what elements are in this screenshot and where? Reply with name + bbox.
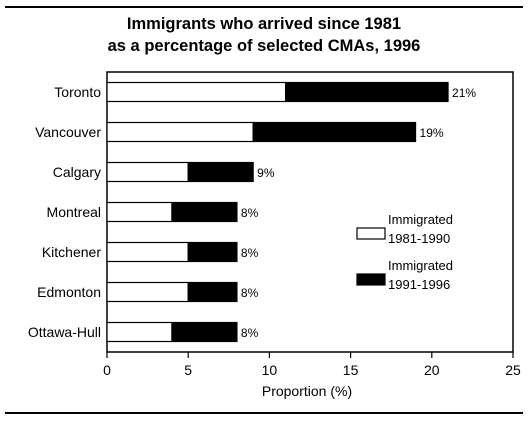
x-tick-label: 0 xyxy=(103,362,111,378)
category-label: Ottawa-Hull xyxy=(28,324,101,340)
x-tick-label: 5 xyxy=(184,362,192,378)
bar-total-label: 8% xyxy=(241,206,259,220)
bar-segment-1981-1990 xyxy=(106,281,189,303)
bar-segment-1981-1990 xyxy=(106,241,189,263)
chart-subtitle: as a percentage of selected CMAs, 1996 xyxy=(107,37,421,55)
category-label: Calgary xyxy=(53,164,101,180)
bar-segment-1991-1996 xyxy=(187,241,238,263)
x-tick-label: 15 xyxy=(343,362,359,378)
x-tick-label: 20 xyxy=(424,362,440,378)
legend-label: 1981-1990 xyxy=(388,231,450,246)
category-label: Kitchener xyxy=(42,244,101,260)
bar-segment-1991-1996 xyxy=(171,321,238,343)
legend-label: Immigrated xyxy=(388,258,453,273)
x-axis-label: Proportion (%) xyxy=(262,383,352,399)
bar-segment-1981-1990 xyxy=(106,121,254,143)
bar-segment-1981-1990 xyxy=(106,81,287,103)
chart-title: Immigrants who arrived since 1981 xyxy=(126,15,402,33)
bar-segment-1981-1990 xyxy=(106,321,173,343)
bar-segment-1991-1996 xyxy=(252,121,417,143)
bar-total-label: 8% xyxy=(241,286,259,300)
top-rule xyxy=(5,6,523,8)
legend-swatch xyxy=(356,227,386,240)
bar-segment-1991-1996 xyxy=(285,81,449,103)
bar-segment-1981-1990 xyxy=(106,161,189,183)
bottom-rule xyxy=(5,412,523,414)
category-label: Vancouver xyxy=(35,124,101,140)
x-tick-label: 10 xyxy=(262,362,278,378)
category-label: Edmonton xyxy=(37,284,101,300)
bar-segment-1991-1996 xyxy=(171,201,238,223)
bar-total-label: 19% xyxy=(420,126,444,140)
legend-swatch xyxy=(356,273,386,286)
bar-segment-1991-1996 xyxy=(187,161,254,183)
category-label: Montreal xyxy=(47,204,101,220)
category-label: Toronto xyxy=(54,84,101,100)
bar-total-label: 8% xyxy=(241,246,259,260)
x-tick-label: 25 xyxy=(505,362,521,378)
bar-segment-1981-1990 xyxy=(106,201,173,223)
bar-total-label: 9% xyxy=(257,166,275,180)
bar-total-label: 8% xyxy=(241,326,259,340)
bar-segment-1991-1996 xyxy=(187,281,238,303)
legend-label: 1991-1996 xyxy=(388,277,450,292)
bar-total-label: 21% xyxy=(452,86,476,100)
legend-label: Immigrated xyxy=(388,212,453,227)
